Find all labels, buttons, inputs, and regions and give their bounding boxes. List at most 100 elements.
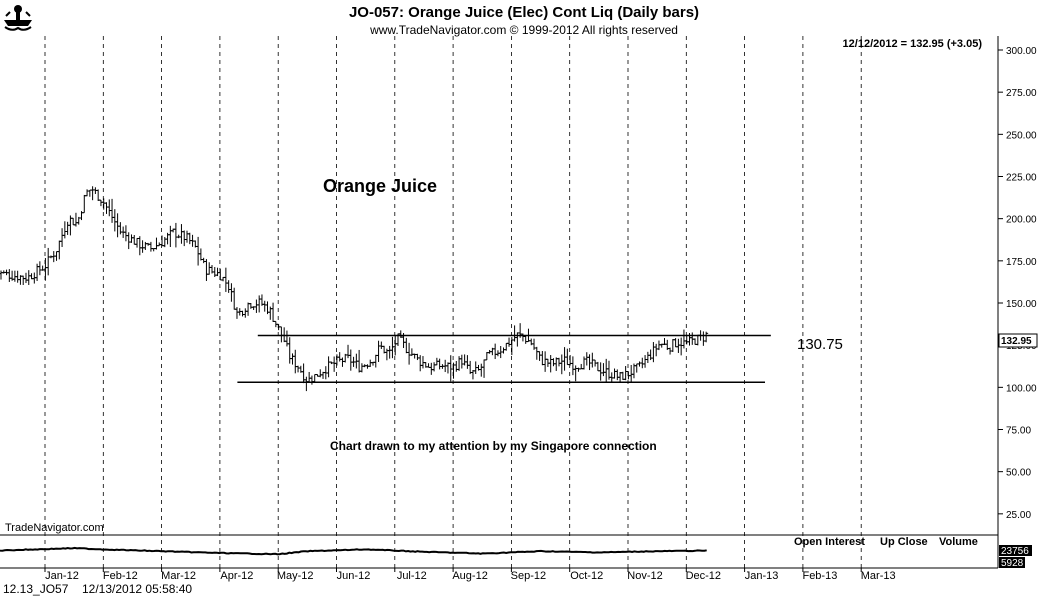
trend-lines xyxy=(237,334,771,384)
last-price-label: 132.95 xyxy=(1001,336,1032,347)
x-tick-label: Feb-13 xyxy=(802,570,837,582)
price-bar xyxy=(254,299,259,313)
price-bar xyxy=(679,337,684,356)
price-bar xyxy=(520,333,525,342)
y-tick-label: 200.00 xyxy=(1006,215,1037,226)
price-bar xyxy=(129,234,134,243)
x-tick-label: May-12 xyxy=(277,570,314,582)
price-bar xyxy=(96,189,101,201)
price-bar xyxy=(271,302,276,322)
price-bar xyxy=(326,356,331,378)
price-bar xyxy=(601,363,606,377)
price-bar xyxy=(126,232,131,250)
price-bar xyxy=(179,224,184,244)
price-bar xyxy=(629,364,634,383)
up-close-label: Up Close xyxy=(880,536,928,548)
price-bar xyxy=(573,365,578,382)
price-bar xyxy=(570,356,575,376)
price-bar xyxy=(71,217,76,226)
price-bar xyxy=(445,362,450,374)
price-bar xyxy=(204,259,209,281)
price-bar xyxy=(459,354,464,369)
price-bar xyxy=(534,346,539,360)
open-interest-value: 23756 xyxy=(1001,546,1029,557)
chart-title: JO-057: Orange Juice (Elec) Cont Liq (Da… xyxy=(349,4,699,21)
price-bar xyxy=(637,361,642,367)
price-bar xyxy=(123,225,128,242)
price-bar xyxy=(407,342,412,365)
price-bar xyxy=(581,356,586,370)
price-bar xyxy=(673,338,678,348)
open-interest-panel xyxy=(0,546,707,556)
price-bar xyxy=(537,351,542,361)
price-bar xyxy=(282,327,287,343)
price-bar xyxy=(57,240,62,260)
price-bar xyxy=(234,307,239,319)
price-bar xyxy=(404,337,409,354)
y-tick-label: 25.00 xyxy=(1006,510,1031,521)
x-tick-label: Oct-12 xyxy=(570,570,603,582)
price-bar xyxy=(418,355,423,372)
price-bar xyxy=(115,213,120,238)
price-bar xyxy=(312,374,317,383)
y-tick-label: 300.00 xyxy=(1006,46,1037,57)
price-bar xyxy=(426,363,431,368)
price-bar xyxy=(62,221,67,239)
price-bar xyxy=(462,354,467,366)
price-bar xyxy=(101,198,106,210)
price-bar xyxy=(618,371,623,383)
price-bar xyxy=(248,302,253,309)
price-bar xyxy=(37,261,42,276)
price-bar xyxy=(523,335,528,344)
brand-label: TradeNavigator.com xyxy=(5,522,104,534)
price-bar xyxy=(23,272,28,284)
price-bars xyxy=(0,186,709,392)
price-bar xyxy=(640,357,645,369)
price-bar xyxy=(656,340,661,351)
volume-value: 5928 xyxy=(1001,558,1024,569)
price-bar xyxy=(21,275,26,285)
price-bar xyxy=(379,341,384,349)
price-bar xyxy=(507,337,512,347)
price-bar xyxy=(290,353,295,365)
price-bar xyxy=(46,247,51,276)
price-bar xyxy=(587,354,592,371)
price-bar xyxy=(304,376,309,392)
price-bar xyxy=(162,236,167,248)
price-bar xyxy=(82,194,87,214)
price-bar xyxy=(296,365,301,373)
price-bar xyxy=(240,310,245,317)
price-bar xyxy=(54,251,59,261)
price-bar xyxy=(484,352,489,361)
price-bar xyxy=(246,302,251,316)
price-bar xyxy=(512,325,517,342)
price-bar xyxy=(681,329,686,349)
price-bar xyxy=(154,237,159,250)
price-bar xyxy=(368,359,373,368)
price-bar xyxy=(645,351,650,363)
price-bar xyxy=(226,280,231,293)
price-bar xyxy=(470,369,475,380)
price-bar xyxy=(551,358,556,367)
price-bar xyxy=(559,354,564,375)
price-bar xyxy=(565,348,570,366)
price-bar xyxy=(337,352,342,362)
price-bar xyxy=(437,358,442,370)
price-bar xyxy=(262,300,267,312)
price-bar xyxy=(87,189,92,197)
price-bar xyxy=(373,354,378,368)
price-bar xyxy=(223,267,228,292)
price-bar xyxy=(334,354,339,366)
y-tick-label: 250.00 xyxy=(1006,130,1037,141)
price-bar xyxy=(110,198,115,223)
bull-bear-logo xyxy=(4,5,32,31)
price-bar xyxy=(676,338,681,353)
price-bar xyxy=(187,232,192,245)
price-bar xyxy=(307,371,312,383)
price-bar xyxy=(73,212,78,227)
price-bar xyxy=(670,339,675,352)
price-bar xyxy=(501,347,506,354)
price-bar xyxy=(429,362,434,375)
price-bar xyxy=(90,186,95,201)
y-tick-label: 150.00 xyxy=(1006,299,1037,310)
